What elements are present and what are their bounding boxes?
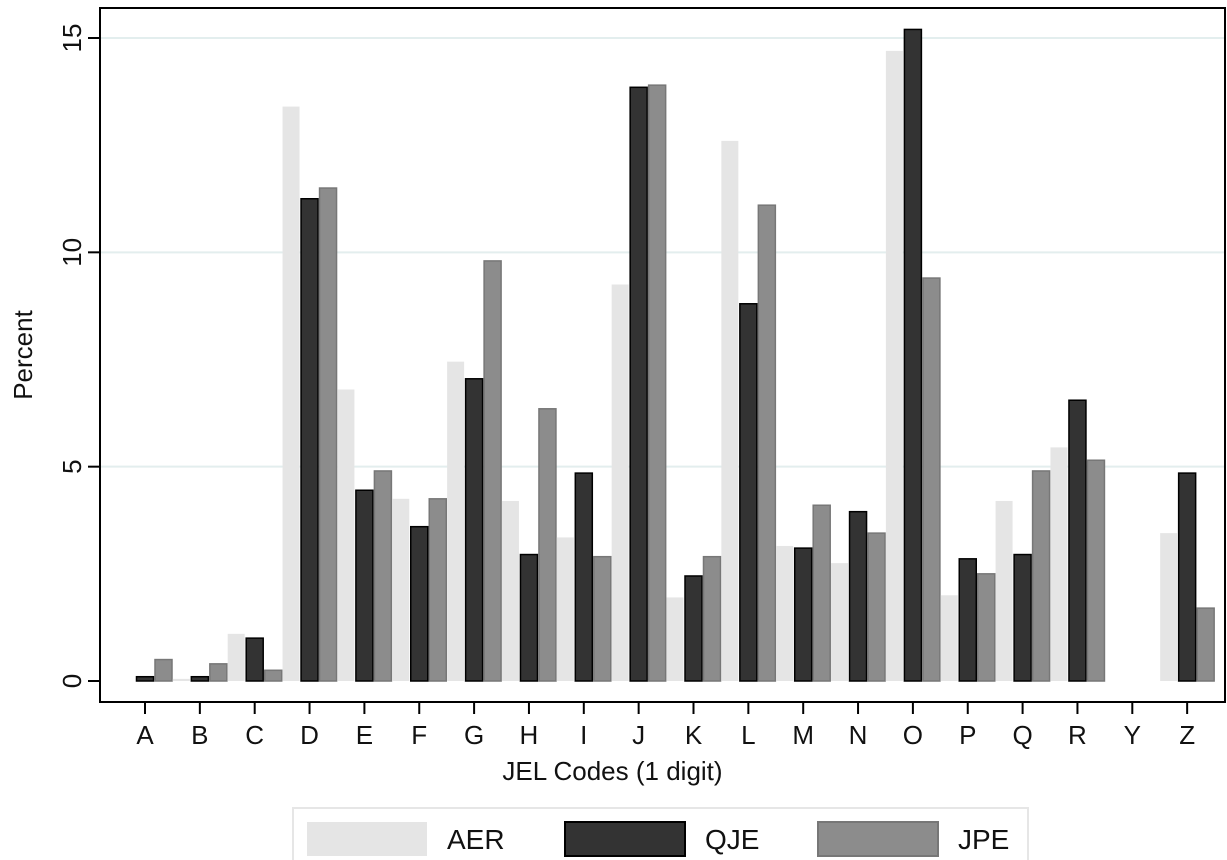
bar-qje-G (464, 378, 484, 682)
bar-qje-M (793, 547, 813, 682)
bar-jpe-G (483, 260, 502, 682)
bar-qje-C (245, 637, 264, 682)
x-tick-label: K (685, 720, 703, 750)
bar-qje-F (410, 525, 429, 682)
x-tick-label: F (411, 720, 427, 750)
bar-qje-H (519, 553, 539, 682)
bar-jpe-I (593, 555, 612, 682)
bar-jpe-N (867, 532, 886, 682)
bar-aer-N (831, 563, 849, 681)
x-tick-label: L (741, 720, 755, 750)
bar-qje-J (629, 86, 648, 682)
bar-aer-M (776, 545, 794, 681)
legend-label-aer: AER (447, 824, 505, 855)
y-tick-label: 0 (57, 674, 87, 688)
legend-swatch-jpe (817, 821, 939, 857)
bar-jpe-Q (1031, 470, 1051, 682)
x-tick-label: M (792, 720, 814, 750)
x-tick-label: A (136, 720, 154, 750)
bar-jpe-P (977, 573, 996, 682)
bar-aer-J (611, 284, 629, 681)
bar-aer-Z (1160, 533, 1178, 681)
bar-qje-Z (1177, 472, 1197, 682)
bar-jpe-M (812, 504, 831, 682)
bar-jpe-Z (1196, 607, 1215, 682)
bar-jpe-K (702, 555, 722, 682)
x-tick-label: E (356, 720, 373, 750)
bar-jpe-O (922, 277, 941, 682)
legend-label-jpe: JPE (958, 824, 1009, 855)
bar-jpe-J (647, 84, 667, 682)
bars (135, 28, 1215, 682)
bar-qje-N (848, 510, 868, 682)
bar-jpe-A (154, 658, 173, 682)
x-tick-label: P (959, 720, 976, 750)
legend: AER QJE JPE (292, 807, 1029, 860)
x-tick-label: Q (1012, 720, 1032, 750)
y-axis: 0 5 10 15 (57, 24, 100, 688)
bar-jpe-C (263, 669, 283, 682)
bar-jpe-B (209, 663, 228, 682)
bar-qje-Q (1013, 553, 1032, 682)
x-tick-label: D (300, 720, 319, 750)
bar-qje-L (739, 303, 758, 682)
bar-qje-D (300, 198, 319, 682)
bar-aer-F (392, 498, 410, 681)
legend-swatch-qje (564, 821, 686, 857)
bar-aer-K (666, 597, 684, 681)
y-tick-label: 5 (57, 459, 87, 473)
y-tick-label: 10 (57, 238, 87, 267)
plot-frame (99, 7, 1226, 703)
x-tick-label: R (1068, 720, 1087, 750)
x-tick-label: G (464, 720, 484, 750)
y-tick-label: 15 (57, 24, 87, 53)
bar-jpe-D (318, 187, 338, 682)
x-tick-label: C (245, 720, 264, 750)
bar-aer-B (172, 678, 190, 681)
bar-jpe-E (373, 470, 393, 682)
bar-aer-R (1050, 447, 1068, 681)
bar-jpe-R (1086, 459, 1106, 682)
x-tick-label: H (520, 720, 539, 750)
x-tick-label: Y (1124, 720, 1141, 750)
bar-qje-R (1068, 399, 1087, 682)
bar-aer-G (447, 361, 465, 681)
bar-aer-I (556, 537, 574, 681)
bar-qje-B (190, 675, 210, 682)
bar-qje-O (903, 28, 923, 682)
bar-aer-C (227, 633, 245, 681)
x-tick-label: N (849, 720, 868, 750)
x-tick-label: O (903, 720, 923, 750)
bar-aer-L (721, 140, 739, 681)
bar-qje-K (684, 575, 703, 682)
bar-aer-O (885, 50, 903, 682)
legend-label-qje: QJE (705, 824, 759, 855)
legend-swatch-aer (307, 822, 427, 856)
bar-jpe-L (757, 204, 777, 682)
bar-aer-D (282, 106, 300, 681)
bar-jpe-H (538, 408, 557, 682)
x-axis-title: JEL Codes (1 digit) (502, 756, 722, 786)
bar-aer-P (940, 595, 958, 681)
y-axis-title: Percent (8, 309, 38, 399)
bar-qje-E (355, 489, 374, 682)
x-tick-label: Z (1179, 720, 1195, 750)
bar-aer-E (337, 389, 355, 681)
x-tick-label: I (580, 720, 587, 750)
bar-aer-Q (995, 500, 1013, 681)
x-tick-label: J (632, 720, 645, 750)
bar-qje-I (574, 472, 594, 682)
bar-qje-A (135, 675, 155, 682)
bar-qje-P (958, 558, 977, 682)
x-tick-label: B (191, 720, 208, 750)
bar-jpe-F (428, 498, 447, 682)
bar-aer-H (501, 500, 519, 681)
